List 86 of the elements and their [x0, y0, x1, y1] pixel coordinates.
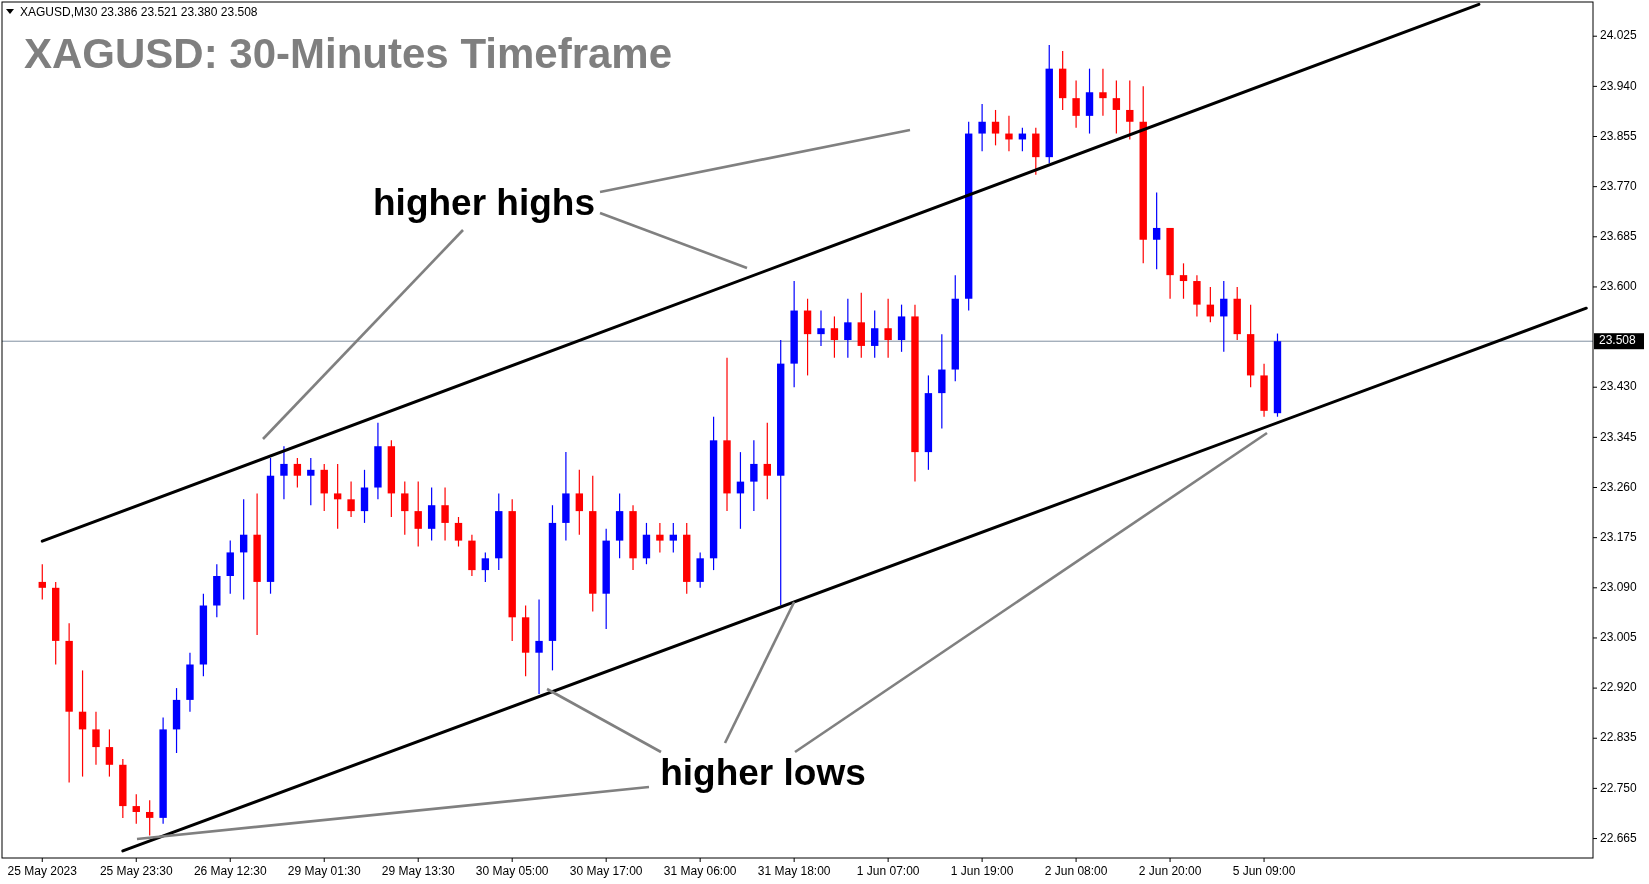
- candlestick: [427, 486, 436, 542]
- candlestick: [535, 599, 543, 695]
- y-tick-label: 23.175: [1600, 529, 1638, 544]
- y-tick-label: 24.025: [1600, 28, 1638, 43]
- candlestick: [132, 793, 140, 825]
- y-tick-label: 23.940: [1600, 78, 1638, 93]
- candlestick: [481, 551, 490, 583]
- y-tick-label: 22.665: [1600, 830, 1638, 845]
- candlestick: [803, 298, 812, 377]
- candlestick: [1099, 68, 1107, 117]
- candlestick: [226, 540, 234, 595]
- y-tick-label: 22.750: [1600, 780, 1638, 795]
- ref-line-label: 23.508: [1599, 333, 1637, 348]
- x-tick-label: 29 May 01:30: [287, 864, 361, 878]
- x-tick-label: 25 May 23:30: [99, 864, 173, 878]
- y-tick-label: 22.920: [1600, 680, 1638, 695]
- x-tick-label: 25 May 2023: [7, 864, 78, 878]
- text: XAGUSD: 30-Minutes Timeframe: [24, 30, 673, 77]
- candlestick: [938, 333, 946, 430]
- candlestick: [92, 711, 100, 766]
- x-tick-label: 1 Jun 19:00: [950, 864, 1014, 878]
- candlestick: [1005, 115, 1013, 152]
- candlestick: [1126, 79, 1134, 141]
- candlestick: [1179, 262, 1188, 300]
- candlestick: [307, 457, 315, 506]
- y-tick-label: 23.685: [1600, 228, 1638, 243]
- x-tick-label: 5 Jun 09:00: [1232, 864, 1296, 878]
- candlestick: [871, 309, 879, 359]
- x-tick-label: 31 May 18:00: [757, 864, 831, 878]
- x-tick-label: 2 Jun 08:00: [1044, 864, 1108, 878]
- x-tick-label: 26 May 12:30: [193, 864, 267, 878]
- annotation: XAGUSD,M30 23.386 23.521 23.380 23.508: [20, 5, 258, 19]
- candlestick: [817, 309, 825, 347]
- annotation: higher lows: [660, 751, 866, 793]
- candlestick: [38, 563, 46, 601]
- candlestick: [333, 463, 342, 530]
- candlestick: [146, 799, 154, 837]
- candlestick: [978, 103, 986, 152]
- y-tick-label: 23.430: [1600, 379, 1638, 394]
- y-tick-label: 23.855: [1600, 128, 1638, 143]
- candlestick: [454, 516, 463, 548]
- candlestick: [1032, 127, 1040, 176]
- y-tick-label: 23.600: [1600, 279, 1638, 294]
- candlestick: [441, 486, 449, 542]
- candlestick: [750, 439, 758, 512]
- candlestick: [280, 445, 288, 500]
- candlestick: [239, 498, 248, 601]
- y-tick-label: 23.345: [1600, 429, 1638, 444]
- candlestick: [1220, 280, 1228, 353]
- y-tick-label: 23.770: [1600, 178, 1638, 193]
- candlestick: [844, 298, 852, 359]
- candlestick: [401, 481, 409, 536]
- x-tick-label: 1 Jun 07:00: [856, 864, 920, 878]
- candlestick: [884, 298, 892, 359]
- y-tick-label: 23.005: [1600, 630, 1638, 645]
- candlestick: [1193, 274, 1201, 318]
- candlestick: [78, 669, 87, 778]
- candlestick: [1152, 191, 1161, 270]
- candlestick: [857, 292, 865, 359]
- candlestick: [414, 481, 422, 548]
- candlestick: [642, 522, 651, 565]
- y-tick-label: 23.090: [1600, 579, 1638, 594]
- candlestick: [1072, 79, 1080, 129]
- x-tick-label: 30 May 17:00: [569, 864, 643, 878]
- candlestick: [897, 304, 906, 353]
- candlestick: [293, 457, 302, 489]
- candlestick: [669, 522, 677, 554]
- x-tick-label: 31 May 06:00: [663, 864, 737, 878]
- candlestick: [991, 109, 1000, 146]
- candlestick: [347, 481, 355, 518]
- y-tick-label: 23.260: [1600, 479, 1638, 494]
- candlestick: [696, 551, 704, 589]
- candlestick: [320, 463, 328, 512]
- candlestick: [1085, 68, 1094, 135]
- x-tick-label: 29 May 13:30: [381, 864, 455, 878]
- candlestick: [830, 315, 839, 359]
- candlestick: [575, 469, 584, 536]
- x-tick-label: 30 May 05:00: [475, 864, 549, 878]
- x-tick-label: 2 Jun 20:00: [1138, 864, 1202, 878]
- candlestick: [360, 469, 369, 524]
- candlestick: [763, 422, 771, 500]
- candlestick: [1112, 79, 1121, 135]
- y-tick-label: 22.835: [1600, 730, 1638, 745]
- annotation: higher highs: [373, 181, 595, 223]
- candlestick: [656, 522, 664, 554]
- candlestick: [105, 728, 114, 778]
